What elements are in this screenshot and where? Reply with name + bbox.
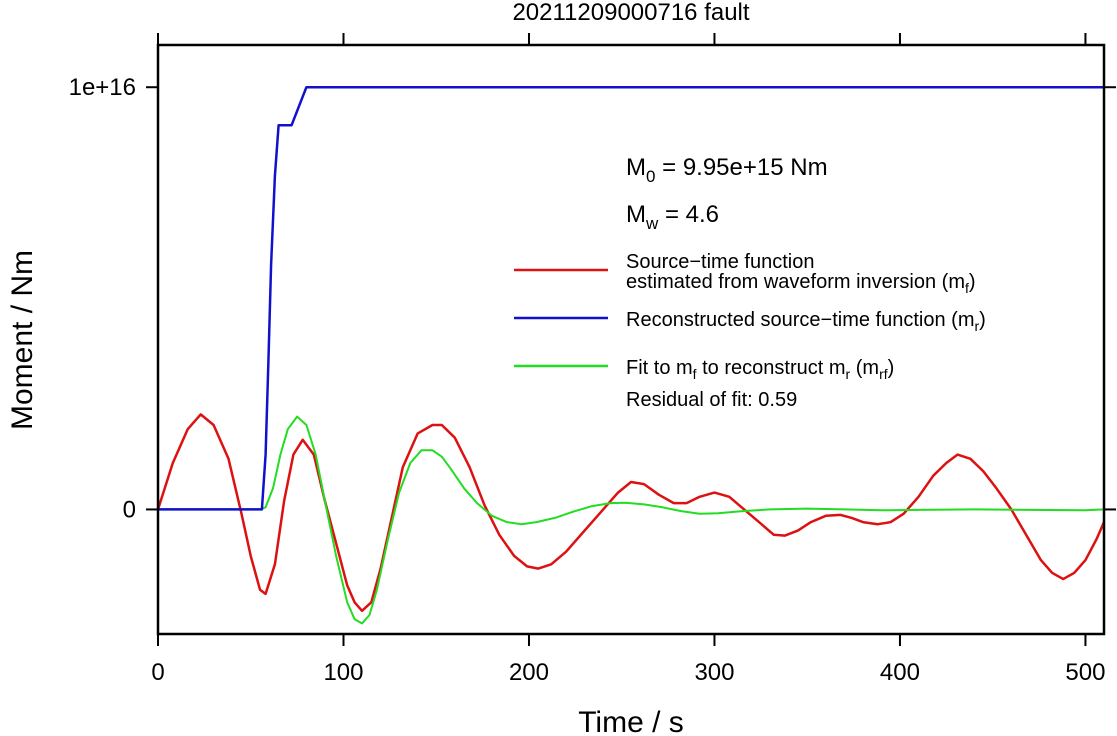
x-tick-label: 200 (509, 659, 549, 686)
legend-label-mrf-part3: (m (850, 357, 879, 379)
m0-value: = 9.95e+15 Nm (655, 154, 827, 181)
legend-label-mrf-sub3: rf (879, 366, 888, 382)
legend: Source−time function estimated from wave… (514, 251, 986, 411)
seismic-moment-annotation: M0 = 9.95e+15 Nm (626, 154, 828, 186)
y-tick-label: 0 (123, 496, 136, 523)
mw-symbol: M (626, 201, 646, 228)
series-line-mrf (158, 415, 1105, 625)
mw-subscript: w (645, 214, 659, 233)
legend-label-mr-text: Reconstructed source−time function (m (626, 309, 975, 331)
m0-subscript: 0 (646, 167, 655, 186)
m0-symbol: M (626, 154, 646, 181)
y-axis-title: Moment / Nm (6, 250, 39, 430)
legend-label-mrf: Fit to mf to reconstruct mr (mrf) (626, 357, 894, 382)
curves-layer (156, 85, 1106, 625)
legend-label-mrf-sub2: r (846, 366, 851, 382)
mw-value: = 4.6 (658, 201, 719, 228)
legend-label-mf-line1: Source−time function (626, 251, 814, 273)
x-axis-title: Time / s (578, 706, 684, 736)
x-tick-label: 500 (1065, 659, 1105, 686)
legend-label-mr-sub: r (975, 318, 980, 334)
series-line-mr (158, 85, 1104, 511)
legend-label-mf-text: estimated from waveform inversion (m (626, 271, 965, 293)
legend-label-mrf-part2: to reconstruct m (697, 357, 846, 379)
y-tick-label: 1e+16 (69, 74, 136, 101)
legend-label-mf-close: ) (969, 271, 976, 293)
legend-label-mf-line2: estimated from waveform inversion (mf) (626, 271, 976, 296)
moment-magnitude-annotation: Mw = 4.6 (626, 201, 719, 233)
x-tick-label: 0 (151, 659, 164, 686)
legend-label-mrf-close: ) (888, 357, 895, 379)
legend-label-mrf-sub1: f (693, 366, 697, 382)
plot-frame (156, 43, 1106, 636)
legend-label-mrf-part1: Fit to m (626, 357, 693, 379)
chart-title: 20211209000716 fault (512, 0, 749, 26)
ticks-layer: 0 100 200 300 400 500 0 1e+16 (69, 33, 1116, 686)
x-tick-label: 300 (694, 659, 734, 686)
legend-label-mr-close: ) (979, 309, 986, 331)
residual-label: Residual of fit: 0.59 (626, 389, 797, 411)
legend-label-mr: Reconstructed source−time function (mr) (626, 309, 986, 334)
x-tick-label: 100 (323, 659, 363, 686)
series-line-mf (156, 413, 1106, 613)
legend-label-mf-sub: f (965, 280, 969, 296)
x-tick-label: 400 (880, 659, 920, 686)
